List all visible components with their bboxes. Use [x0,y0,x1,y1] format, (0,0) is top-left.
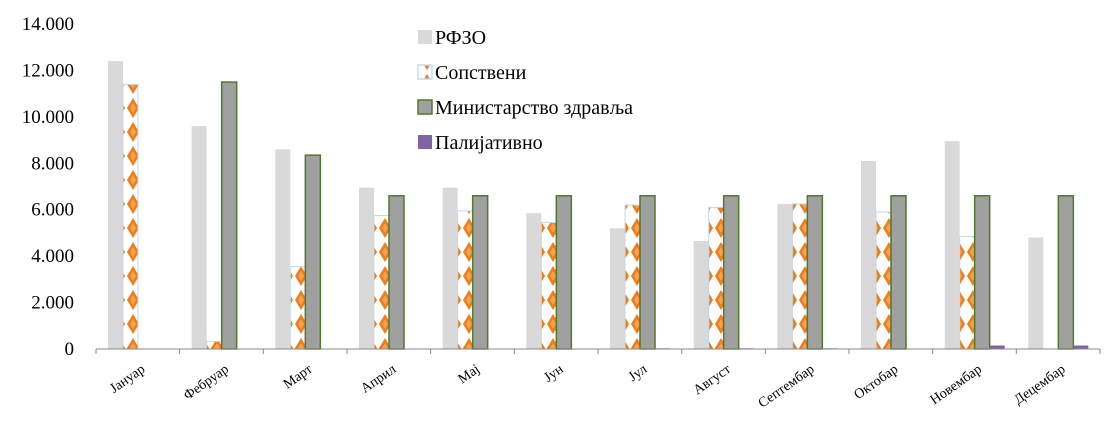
bar-2-5 [457,210,474,350]
legend-swatch-1 [418,30,432,44]
y-tick-label: 14.000 [22,14,74,35]
bar-2-7 [624,204,641,350]
x-tick-label: Новембар [928,362,985,408]
bar-1-4 [359,187,374,349]
bar-2-1 [122,83,139,350]
x-tick-label: Децембар [1012,362,1069,408]
bar-1-12 [1028,237,1044,349]
bar-2-11 [959,235,976,350]
legend: РФЗО Сопствени Министарство здравља Палијат… [417,27,633,154]
bar-1-1 [108,61,123,350]
bar-1-6 [526,213,542,349]
y-tick-label: 6.000 [31,200,74,221]
bar-2-4 [373,215,390,350]
x-tick-label: Октобар [852,362,902,403]
bar-3-8 [722,195,740,350]
legend-swatch-2 [417,64,433,80]
x-axis: Јануар Фебруар Март Април Мај Јун Јул Август Сеп… [95,348,1101,411]
bar-2-6 [540,221,557,350]
x-tick-label: Јул [626,362,650,385]
bar-3-4 [388,195,405,350]
legend-swatch-4 [418,135,432,149]
y-tick-label: 2.000 [31,293,74,314]
bar-3-2 [220,81,238,350]
bar-3-3 [304,154,322,350]
bar-2-8 [708,206,725,350]
bar-3-11 [973,195,991,350]
bar-1-9 [777,203,793,349]
legend-label: Министарство здравља [435,97,633,119]
legend-label: Сопствени [435,62,527,84]
bar-1-5 [442,187,458,349]
bar-3-9 [806,195,824,350]
y-tick-label: 10.000 [22,107,74,128]
x-tick-label: Март [281,362,315,392]
bar-2-9 [791,203,808,350]
bar-4-12 [1073,345,1089,349]
bar-3-12 [1057,195,1075,350]
x-tick-label: Мај [456,362,483,387]
bar-1-7 [610,228,625,349]
bar-3-10 [890,195,907,350]
bar-2-2 [206,340,223,350]
y-axis: 0 2.000 4.000 6.000 8.000 10.000 12.000 14.000 [22,14,74,360]
bar-1-11 [944,141,960,349]
x-tick-label: Април [359,362,400,397]
bar-3-6 [555,195,573,350]
x-tick-label: Јун [542,362,567,386]
x-tick-label: Септембар [756,362,818,411]
legend-label: РФЗО [435,27,486,49]
y-tick-label: 12.000 [22,60,74,81]
bar-2-3 [289,266,306,350]
x-tick-label: Фебруар [181,362,232,404]
bar-1-2 [191,126,207,350]
y-tick-label: 8.000 [31,153,74,174]
y-tick-label: 4.000 [31,246,74,267]
y-tick-label: 0 [65,339,75,360]
bar-3-5 [471,195,489,350]
legend-swatch-3 [417,99,433,115]
bar-1-3 [275,149,291,349]
x-tick-label: Јануар [107,362,148,397]
x-tick-label: Август [691,362,734,398]
bar-4-11 [989,345,1005,349]
bar-1-8 [693,241,709,349]
bar-1-10 [861,160,876,349]
bar-3-7 [639,195,656,350]
bars [108,61,1089,350]
bar-2-10 [875,211,892,350]
legend-label: Палијативно [435,132,543,154]
